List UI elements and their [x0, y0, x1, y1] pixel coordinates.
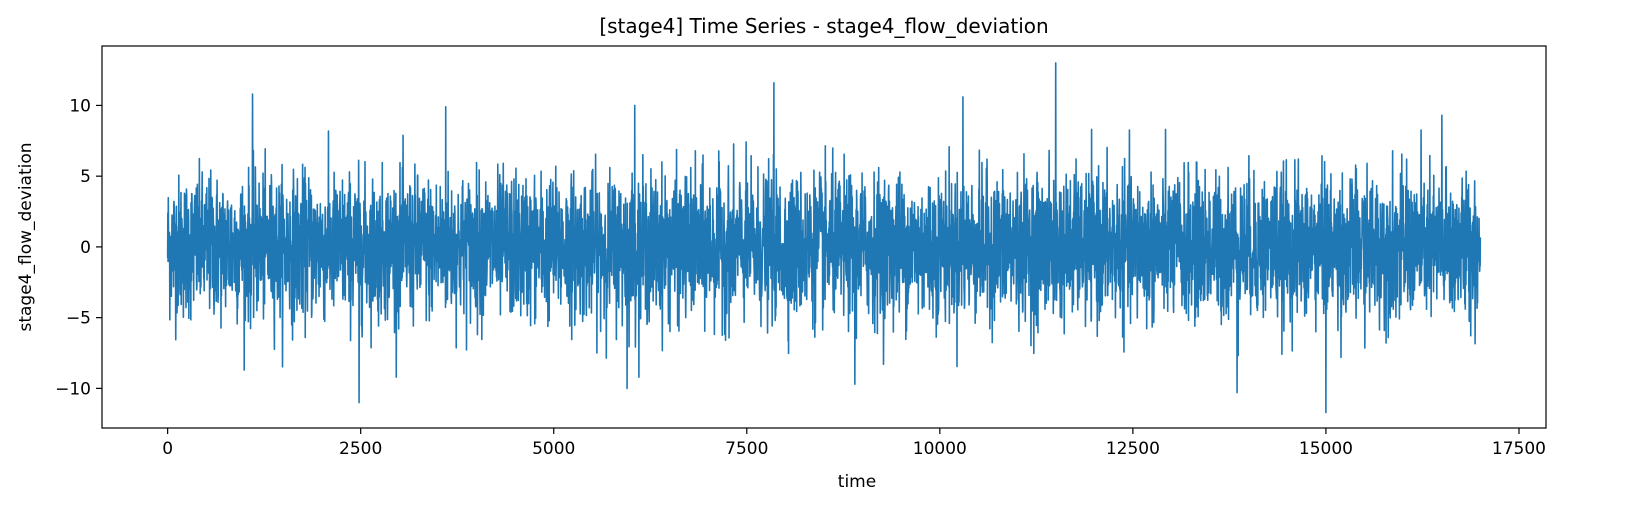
series-layer: [166, 62, 1482, 414]
series-line: [166, 62, 1482, 414]
y-tick-label: −5: [66, 309, 91, 329]
x-tick-label: 2500: [339, 439, 382, 459]
x-tick-label: 17500: [1492, 439, 1546, 459]
x-axis-label: time: [838, 472, 876, 492]
chart-title: [stage4] Time Series - stage4_flow_devia…: [599, 14, 1048, 38]
y-tick-label: 10: [69, 96, 91, 116]
x-tick-label: 10000: [913, 439, 967, 459]
y-tick-label: 0: [80, 238, 91, 258]
y-axis-label: stage4_flow_deviation: [16, 142, 36, 331]
x-tick-label: 7500: [725, 439, 768, 459]
x-tick-label: 5000: [532, 439, 575, 459]
plot-area: [166, 62, 1482, 414]
y-axis: −10 −5 0 5 10: [55, 96, 102, 399]
y-tick-label: −10: [55, 379, 91, 399]
x-tick-label: 0: [162, 439, 173, 459]
x-tick-label: 15000: [1299, 439, 1353, 459]
y-tick-label: 5: [80, 167, 91, 187]
x-axis: 0 2500 5000 7500 10000 12500 15000 17500: [162, 428, 1546, 459]
x-tick-label: 12500: [1106, 439, 1160, 459]
plot-frame: [101, 45, 1547, 429]
